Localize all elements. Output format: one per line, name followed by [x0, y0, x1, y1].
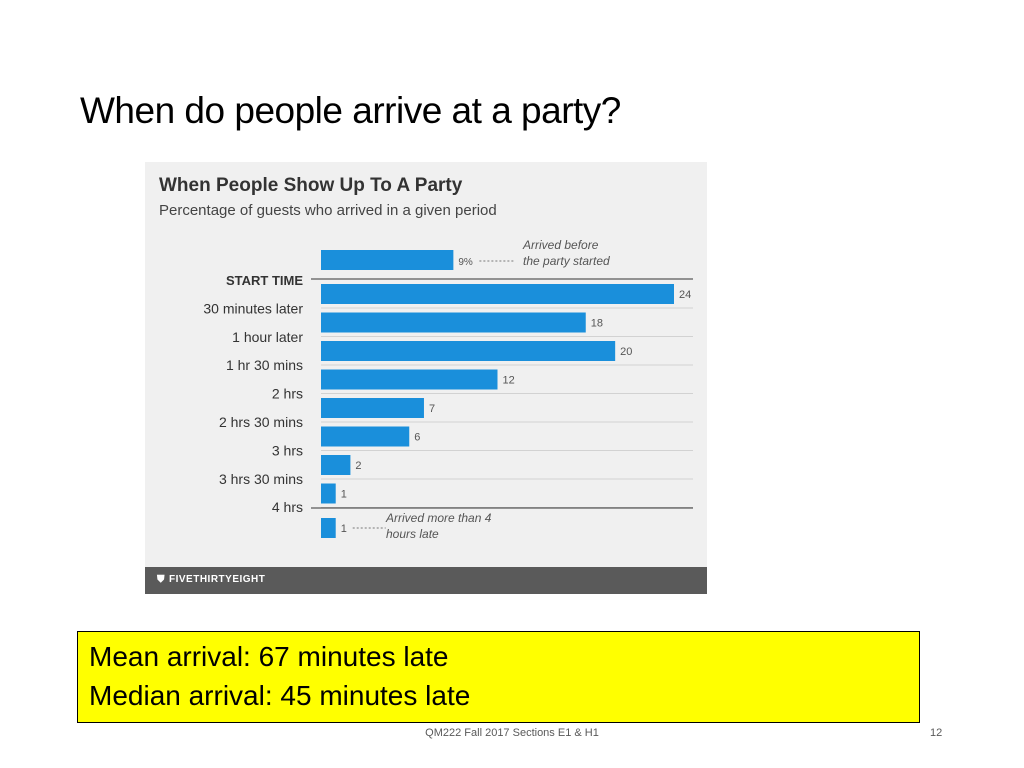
category-label: 3 hrs 30 mins: [219, 471, 303, 487]
before-annotation-line1: Arrived before: [522, 238, 599, 252]
bar-value-label: 24: [679, 289, 691, 301]
fox-logo-icon: ⛊: [157, 574, 165, 585]
bar-value-label: 12: [503, 375, 515, 387]
bar: [321, 341, 616, 361]
bar-chart: When People Show Up To A Party Percentag…: [159, 175, 693, 541]
source-label: FIVETHIRTYEIGHT: [169, 574, 266, 585]
category-label: START TIME: [226, 273, 303, 288]
mean-arrival-text: Mean arrival: 67 minutes late: [89, 641, 449, 672]
bar-before-value-label: 9%: [458, 257, 473, 268]
chart-subtitle: Percentage of guests who arrived in a gi…: [159, 202, 497, 219]
bar-after-value-label: 1: [341, 523, 347, 535]
bar-value-label: 2: [355, 460, 361, 472]
category-label: 1 hr 30 mins: [226, 357, 303, 373]
bar: [321, 398, 424, 418]
slide-footer: QM222 Fall 2017 Sections E1 & H1: [425, 727, 599, 739]
slide-title: When do people arrive at a party?: [80, 90, 621, 131]
bar: [321, 483, 336, 504]
page-number: 12: [930, 727, 943, 739]
category-label: 1 hour later: [232, 329, 303, 345]
source-footer: ⛊ FIVETHIRTYEIGHT: [145, 567, 707, 594]
after-annotation-line1: Arrived more than 4: [385, 511, 492, 525]
category-label: 2 hrs 30 mins: [219, 414, 303, 430]
bar: [321, 284, 674, 304]
category-label: 4 hrs: [272, 499, 303, 515]
median-arrival-text: Median arrival: 45 minutes late: [89, 680, 471, 711]
summary-box: Mean arrival: 67 minutes late Median arr…: [77, 631, 920, 723]
before-annotation-line2: the party started: [523, 254, 610, 268]
bar-value-label: 7: [429, 403, 435, 415]
bar-value-label: 6: [414, 432, 420, 444]
bar-after-four-hours: [321, 518, 336, 538]
category-label: 2 hrs: [272, 386, 303, 402]
chart-title: When People Show Up To A Party: [159, 175, 463, 196]
bar-before-start: [321, 250, 454, 270]
bar-value-label: 1: [341, 489, 347, 501]
chart-card: When People Show Up To A Party Percentag…: [145, 162, 707, 594]
bar: [321, 312, 586, 333]
bar: [321, 455, 351, 475]
bar: [321, 426, 410, 447]
after-annotation-line2: hours late: [386, 527, 439, 541]
source-brand: ⛊ FIVETHIRTYEIGHT: [157, 574, 265, 585]
bar-value-label: 20: [620, 346, 632, 358]
bar: [321, 369, 498, 390]
category-label: 30 minutes later: [203, 300, 303, 316]
bar-value-label: 18: [591, 318, 603, 330]
category-label: 3 hrs: [272, 442, 303, 458]
